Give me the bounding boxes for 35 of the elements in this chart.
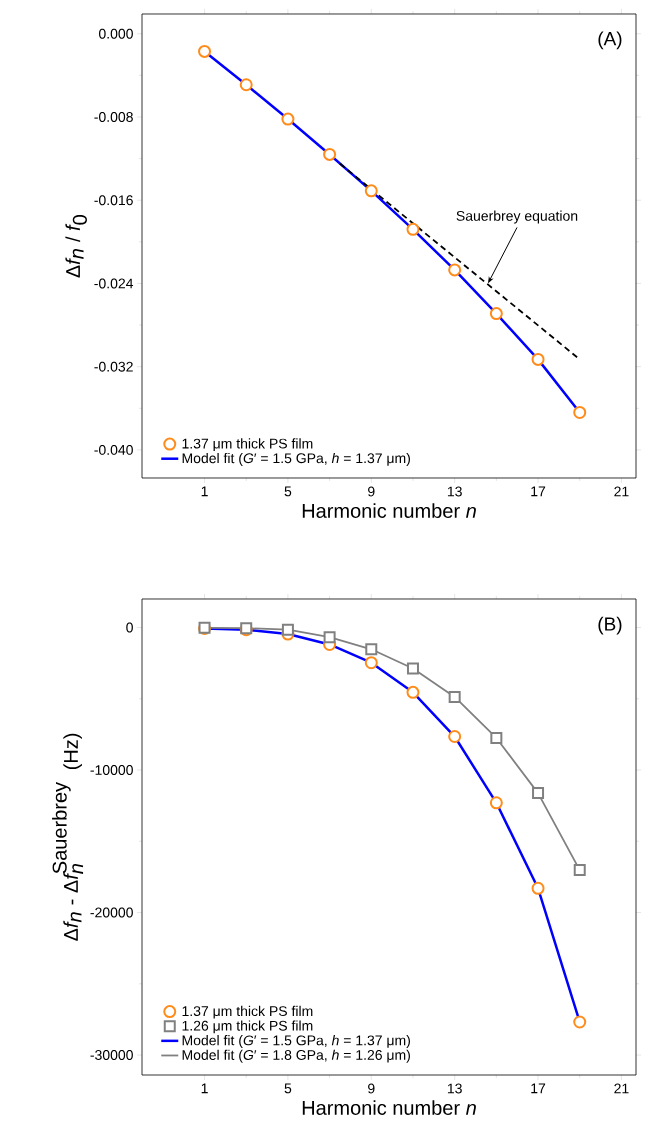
legend-label: 1.37 μm thick PS film xyxy=(182,1005,313,1019)
x-tick-label: 17 xyxy=(531,486,546,497)
x-tick-label: 1 xyxy=(201,1083,208,1094)
y-tick-label: -0.016 xyxy=(94,195,133,206)
y-tick-label: -0.024 xyxy=(94,278,134,289)
x-tick-label: 1 xyxy=(201,486,208,497)
y-axis-title: $\mbox{Δ}\textit{f}_{\textit{n}}\mbox{ / }\textit{f}_{\mbox{0}}$ xyxy=(65,215,87,278)
x-tick-label: 21 xyxy=(614,486,629,497)
y-tick-label: -30000 xyxy=(90,1050,133,1061)
x-tick-label: 13 xyxy=(447,486,462,497)
x-tick-label: 9 xyxy=(368,1083,375,1094)
y-tick-label: -20000 xyxy=(90,907,133,918)
y-tick-label: -0.040 xyxy=(94,444,133,455)
legend-label: Model fit (G′ = 1.8 GPa, h = 1.26 μm) xyxy=(182,1049,410,1063)
y-tick-label: 0.000 xyxy=(98,28,133,39)
legend-label: 1.26 μm thick PS film xyxy=(182,1020,313,1034)
x-axis-title: Harmonic number n xyxy=(302,503,476,518)
legend-label: 1.37 μm thick PS film xyxy=(182,438,313,452)
x-tick-label: 9 xyxy=(368,486,375,497)
y-tick-label: 0 xyxy=(126,622,133,633)
annotation: (A) xyxy=(598,31,622,50)
y-tick-label: -0.008 xyxy=(94,112,133,122)
y-axis-title: $\mbox{Δ}\textit{f}_{\textit{n}}\mbox{ - Δ}\textit{f}_{\textit{n}}^{\mbox{Sauerbrey}}\mbox{~~(Hz)}$ xyxy=(52,733,84,941)
legend-label: Model fit (G′ = 1.5 GPa, h = 1.37 μm) xyxy=(182,1035,410,1049)
annotation: (B) xyxy=(598,616,622,635)
x-tick-label: 17 xyxy=(531,1083,546,1094)
x-axis-title: Harmonic number n xyxy=(302,1100,476,1115)
x-tick-label: 13 xyxy=(447,1083,462,1094)
y-tick-label: -10000 xyxy=(90,765,133,775)
x-tick-label: 21 xyxy=(614,1083,629,1094)
legend-label: Model fit (G′ = 1.5 GPa, h = 1.37 μm) xyxy=(182,452,410,466)
x-tick-label: 5 xyxy=(284,1083,292,1094)
x-tick-label: 5 xyxy=(284,486,292,497)
annotation: Sauerbrey equation xyxy=(456,210,578,224)
y-tick-label: -0.032 xyxy=(94,361,133,372)
